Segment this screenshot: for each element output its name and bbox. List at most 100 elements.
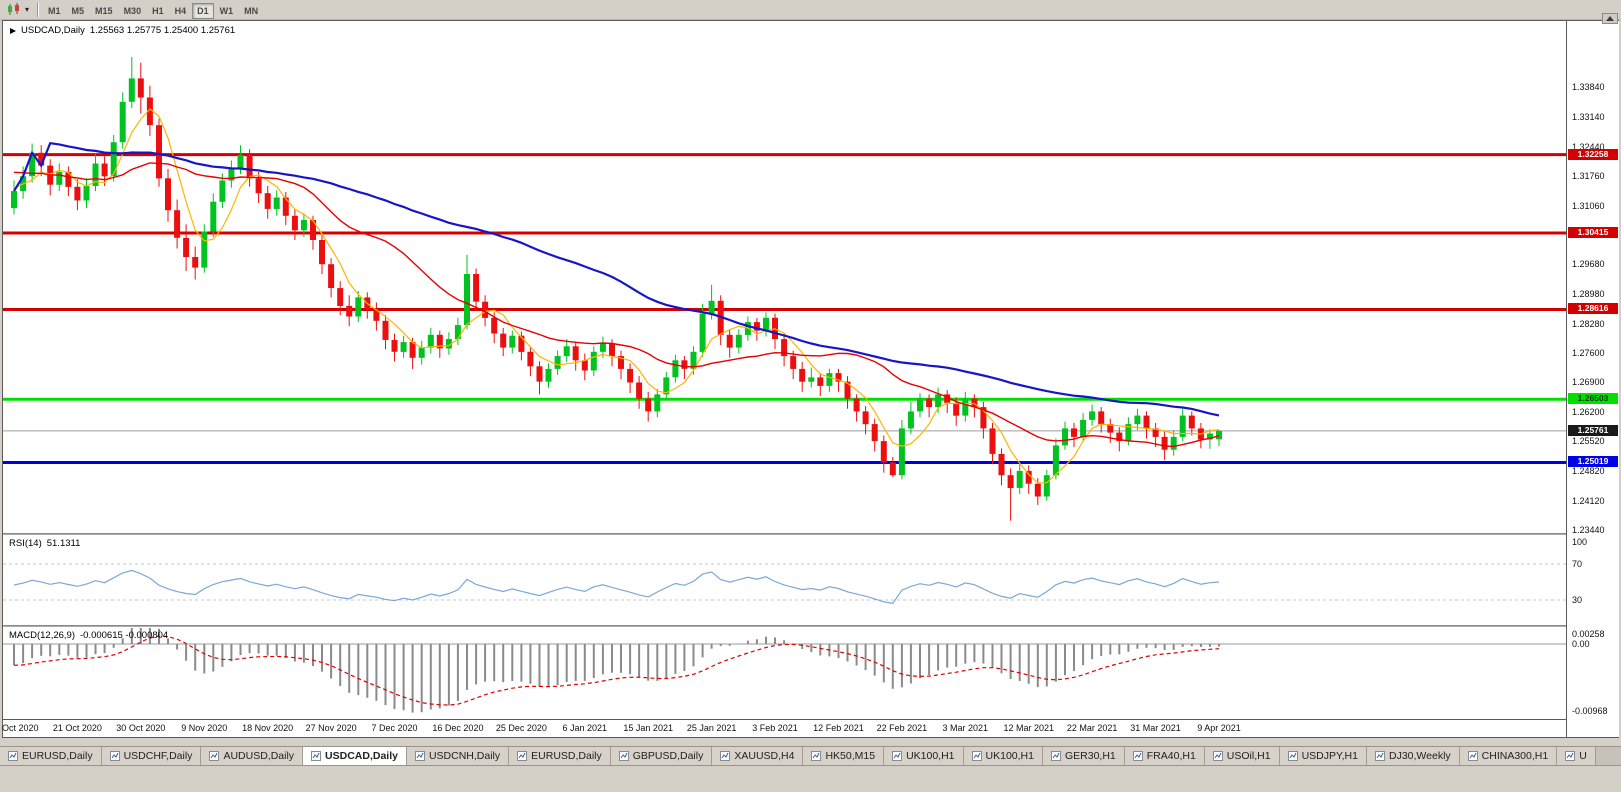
mini-chart-icon [618,751,629,761]
timeframe-button-h4[interactable]: H4 [174,5,187,16]
date-label: 21 Oct 2020 [52,723,102,733]
chart-tab-usoil-h1[interactable]: USOil,H1 [1204,747,1280,765]
mini-chart-icon [892,751,903,761]
chart-tab-usdchf-daily[interactable]: USDCHF,Daily [101,747,202,765]
tab-label: USOil,H1 [1226,750,1271,762]
mini-chart-icon [209,751,220,761]
mini-chart-icon [1374,751,1385,761]
date-label: 16 Dec 2020 [432,723,484,733]
date-label: 9 Apr 2021 [1197,723,1241,733]
date-label: 22 Feb 2021 [876,723,928,733]
chart-tab-u[interactable]: U [1557,747,1596,765]
price-axis-label: 1.26200 [1572,407,1605,417]
chart-tab-gbpusd-daily[interactable]: GBPUSD,Daily [610,747,713,765]
mini-chart-icon [1132,751,1143,761]
price-axis-label: 1.27600 [1572,348,1605,358]
chart-tab-audusd-daily[interactable]: AUDUSD,Daily [201,747,304,765]
rsi-panel[interactable] [3,535,1566,625]
macd-panel[interactable] [3,627,1566,719]
chart-tab-eurusd-daily[interactable]: EURUSD,Daily [0,747,102,765]
tab-label: FRA40,H1 [1146,750,1196,762]
tab-label: U [1579,750,1587,762]
toolbar-separator [37,2,39,17]
chart-tab-uk100-h1[interactable]: UK100,H1 [963,747,1043,765]
chart-tab-ger30-h1[interactable]: GER30,H1 [1042,747,1125,765]
mini-chart-icon [1287,751,1298,761]
panel-separator[interactable] [3,625,1618,627]
usdcad-chart-window: USDCAD,Daily 1.25563 1.25775 1.25400 1.2… [0,20,1619,738]
macd-histogram [13,628,1220,713]
rsi-axis-label: 70 [1572,559,1583,569]
date-label: 12 Oct 2020 [0,723,39,733]
tab-label: UK100,H1 [906,750,955,762]
date-label: 30 Oct 2020 [116,723,166,733]
triangle-up-icon [1606,16,1614,21]
mini-chart-icon [109,751,120,761]
date-label: 3 Mar 2021 [942,723,989,733]
price-axis-label: 1.23440 [1572,525,1605,535]
timeframe-button-m15[interactable]: M15 [95,5,113,16]
ma-line-21 [13,162,1220,448]
date-label: 3 Feb 2021 [752,723,798,733]
chart-tab-china300-h1[interactable]: CHINA300,H1 [1459,747,1558,765]
date-label: 15 Jan 2021 [623,723,673,733]
mini-chart-icon [414,751,425,761]
tab-label: XAUUSD,H4 [734,750,795,762]
price-axis-label: 1.31060 [1572,201,1605,211]
date-axis[interactable]: 12 Oct 2020 21 Oct 2020 30 Oct 2020 9 Nov 2… [0,719,1566,736]
mini-chart-icon [1050,751,1061,761]
tab-label: USDCAD,Daily [325,750,398,762]
candlestick-series [11,57,1222,521]
date-label: 27 Nov 2020 [305,723,357,733]
ohlc-readout: USDCAD,Daily 1.25563 1.25775 1.25400 1.2… [10,25,235,36]
timeframe-button-h1[interactable]: H1 [152,5,164,16]
date-label: 12 Mar 2021 [1003,723,1054,733]
rsi-line [13,569,1220,605]
timeframe-button-m30[interactable]: M30 [123,5,142,16]
date-label: 18 Nov 2020 [242,723,294,733]
tab-label: AUDUSD,Daily [223,750,295,762]
price-axis-label: 1.28980 [1572,289,1605,299]
mini-chart-icon [1467,751,1478,761]
timeframe-button-d1[interactable]: D1 [192,2,214,19]
tab-label: UK100,H1 [985,750,1034,762]
chart-tab-eurusd-daily[interactable]: EURUSD,Daily [509,747,611,765]
price-panel[interactable] [3,21,1566,533]
chart-tab-usdcad-daily[interactable]: USDCAD,Daily [303,747,407,765]
date-label: 22 Mar 2021 [1066,723,1118,733]
timeframe-buttons: M1 M5 M15 M30 H1 H4 D1 W1 MN [43,1,264,19]
macd-axis-label: 0.00 [1572,639,1590,649]
panel-separator[interactable] [3,533,1618,535]
date-label: 9 Nov 2020 [181,723,228,733]
price-axis[interactable]: 1.338401.331401.324401.317601.310601.303… [1566,21,1619,737]
tab-label: DJ30,Weekly [1388,750,1451,762]
macd-signal-line [13,635,1220,706]
chart-tab-xauusd-h4[interactable]: XAUUSD,H4 [712,747,804,765]
price-axis-label: 1.28280 [1572,319,1605,329]
tab-label: EURUSD,Daily [531,750,602,762]
date-label: 25 Jan 2021 [686,723,737,733]
chart-tab-dj30-weekly[interactable]: DJ30,Weekly [1366,747,1460,765]
date-label: 7 Dec 2020 [371,723,418,733]
mini-chart-icon [1212,751,1223,761]
chart-tab-hk50-m15[interactable]: HK50,M15 [803,747,885,765]
timeframe-button-w1[interactable]: W1 [219,5,234,16]
mini-chart-icon [517,751,528,761]
chart-tab-fra40-h1[interactable]: FRA40,H1 [1124,747,1205,765]
chart-type-button[interactable]: ▾ [4,2,32,17]
chart-tab-usdcnh-daily[interactable]: USDCNH,Daily [406,747,510,765]
timeframe-button-mn[interactable]: MN [244,5,259,16]
tab-label: GER30,H1 [1064,750,1116,762]
timeframe-button-m5[interactable]: M5 [71,5,85,16]
date-label: 25 Dec 2020 [495,723,547,733]
price-badge: 1.26503 [1568,393,1618,404]
chart-tab-usdjpy-h1[interactable]: USDJPY,H1 [1279,747,1367,765]
timeframe-button-m1[interactable]: M1 [48,5,61,16]
ma-line-55 [13,141,1220,417]
tab-label: EURUSD,Daily [22,750,93,762]
price-axis-label: 1.32440 [1572,142,1605,152]
price-axis-label: 1.31760 [1572,171,1605,181]
chart-tab-uk100-h1[interactable]: UK100,H1 [884,747,964,765]
date-label: 12 Feb 2021 [813,723,864,733]
scroll-to-end-button[interactable] [1602,13,1618,24]
